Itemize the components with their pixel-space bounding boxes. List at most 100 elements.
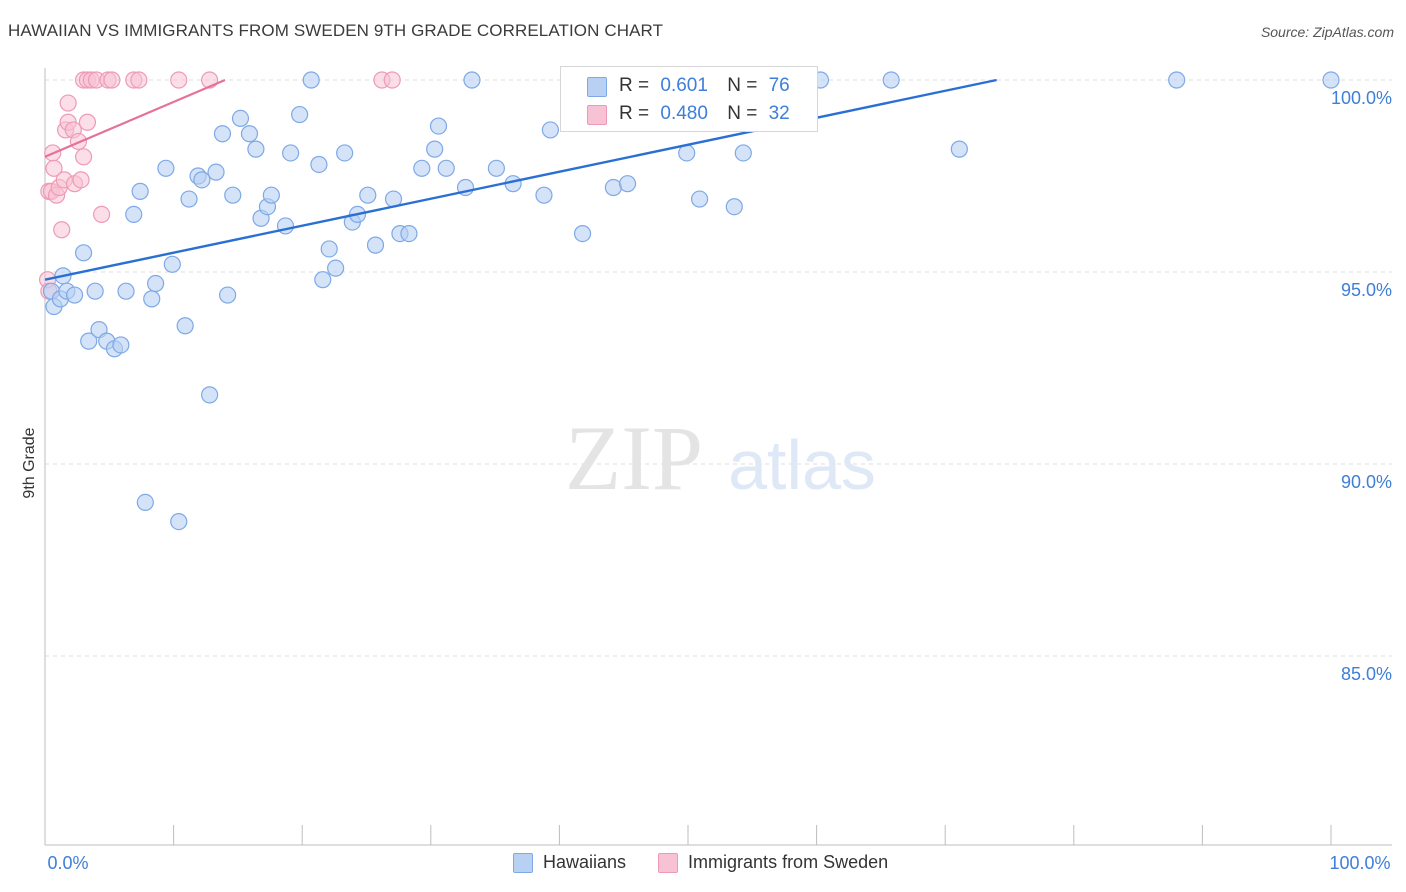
y-tick-label: 85.0% xyxy=(1341,664,1392,684)
hawaiians-point xyxy=(882,71,900,89)
hawaiians-point xyxy=(327,259,345,277)
hawaiians-point xyxy=(366,236,385,254)
sweden-point xyxy=(103,71,121,89)
hawaiians-point xyxy=(463,71,481,89)
hawaiians-point xyxy=(604,178,623,197)
sweden-point xyxy=(130,71,148,89)
hawaiians-point xyxy=(117,282,135,300)
hawaiians-point xyxy=(426,140,444,158)
hawaiians-point xyxy=(302,71,320,89)
legend-hawaiians-swatch xyxy=(513,852,533,873)
legend-hawaiians-label: Hawaiians xyxy=(543,852,627,872)
hawaiians-point xyxy=(219,286,237,304)
hawaiians-point xyxy=(207,163,225,181)
y-tick-label: 90.0% xyxy=(1341,472,1392,492)
hawaiians-point xyxy=(74,244,93,262)
hawaiians-point xyxy=(429,117,448,135)
hawaiians-point xyxy=(247,140,265,158)
sweden-point xyxy=(78,113,97,131)
hawaiians-point xyxy=(157,159,175,177)
y-axis-title: 9th Grade xyxy=(21,427,38,498)
hawaiians-point xyxy=(143,290,161,308)
hawaiians-point xyxy=(80,332,98,350)
hawaiians-n-value: 76 xyxy=(768,75,790,96)
r-label: R = xyxy=(619,103,650,124)
x-tick-label-min: 0.0% xyxy=(47,853,88,873)
hawaiians-point xyxy=(136,493,154,511)
hawaiians-point xyxy=(618,175,637,193)
axes xyxy=(44,68,1392,846)
hawaiians-point xyxy=(282,144,300,162)
hawaiians-point xyxy=(231,109,250,128)
hawaiians-point xyxy=(1168,71,1186,89)
sweden-point xyxy=(72,171,90,189)
hawaiians-point xyxy=(180,190,198,208)
hawaiians-point xyxy=(125,205,143,223)
hawaiians-point xyxy=(65,286,84,304)
hawaiians-point xyxy=(240,125,259,143)
legend-sweden-swatch xyxy=(658,852,679,873)
trend-lines xyxy=(44,78,997,281)
watermark-atlas: atlas xyxy=(728,426,876,504)
sweden-point xyxy=(45,159,63,177)
hawaiians-point xyxy=(734,144,752,162)
hawaiians-point xyxy=(487,159,505,177)
hawaiians-point xyxy=(213,125,232,143)
hawaiians-trend-line xyxy=(44,78,997,281)
x-tick-label-max: 100.0% xyxy=(1329,853,1390,873)
hawaiians-point xyxy=(437,159,455,177)
hawaiians-point xyxy=(112,336,130,354)
chart-title: HAWAIIAN VS IMMIGRANTS FROM SWEDEN 9TH G… xyxy=(8,21,664,40)
hawaiians-point xyxy=(336,144,354,162)
hawaiians-point xyxy=(573,225,592,243)
r-label: R = xyxy=(619,75,650,96)
sweden-n-value: 32 xyxy=(768,103,790,124)
sweden-trend-line xyxy=(44,78,226,158)
sweden-swatch xyxy=(587,105,607,125)
hawaiians-point xyxy=(291,105,309,124)
hawaiians-point xyxy=(176,317,194,335)
hawaiians-point xyxy=(1322,71,1340,89)
y-tick-label: 95.0% xyxy=(1341,280,1392,300)
hawaiians-point xyxy=(950,140,968,158)
chart-source: Source: ZipAtlas.com xyxy=(1260,24,1394,40)
hawaiians-point xyxy=(535,186,553,204)
hawaiians-r-value: 0.601 xyxy=(660,75,708,96)
series-hawaiians-points xyxy=(42,71,1340,531)
hawaiians-point xyxy=(541,121,559,139)
y-tick-label: 100.0% xyxy=(1331,88,1392,108)
y-tick-labels: 100.0% 95.0% 90.0% 85.0% xyxy=(1331,88,1392,684)
n-label: N = xyxy=(727,75,758,96)
hawaiians-swatch xyxy=(587,77,607,97)
series-legend: Hawaiians Immigrants from Sweden xyxy=(513,852,888,873)
n-label: N = xyxy=(727,103,758,124)
sweden-point xyxy=(92,205,111,223)
hawaiians-point xyxy=(170,512,188,531)
hawaiians-point xyxy=(359,186,377,204)
hawaiians-point xyxy=(163,255,181,273)
hawaiians-point xyxy=(146,274,165,293)
sweden-point xyxy=(53,221,71,239)
hawaiians-point xyxy=(201,386,219,404)
sweden-point xyxy=(383,71,401,89)
sweden-point xyxy=(74,148,93,166)
hawaiians-point xyxy=(193,171,211,189)
hawaiians-point xyxy=(690,190,709,208)
hawaiians-point xyxy=(413,159,431,177)
sweden-point xyxy=(59,94,77,112)
hawaiians-point xyxy=(310,155,328,174)
series-sweden-points xyxy=(38,71,401,300)
watermark: ZIP atlas xyxy=(565,407,876,509)
hawaiians-point xyxy=(320,240,338,258)
hawaiians-point xyxy=(131,182,149,200)
hawaiians-point xyxy=(725,198,743,216)
gridlines xyxy=(45,79,1392,657)
stats-legend: R = 0.601 N = 76 R = 0.480 N = 32 xyxy=(560,66,818,132)
legend-sweden-label: Immigrants from Sweden xyxy=(688,852,889,872)
sweden-point xyxy=(170,71,188,89)
watermark-zip: ZIP xyxy=(565,407,703,509)
hawaiians-point xyxy=(224,186,242,204)
hawaiians-point xyxy=(262,186,280,204)
hawaiians-point xyxy=(314,271,332,289)
